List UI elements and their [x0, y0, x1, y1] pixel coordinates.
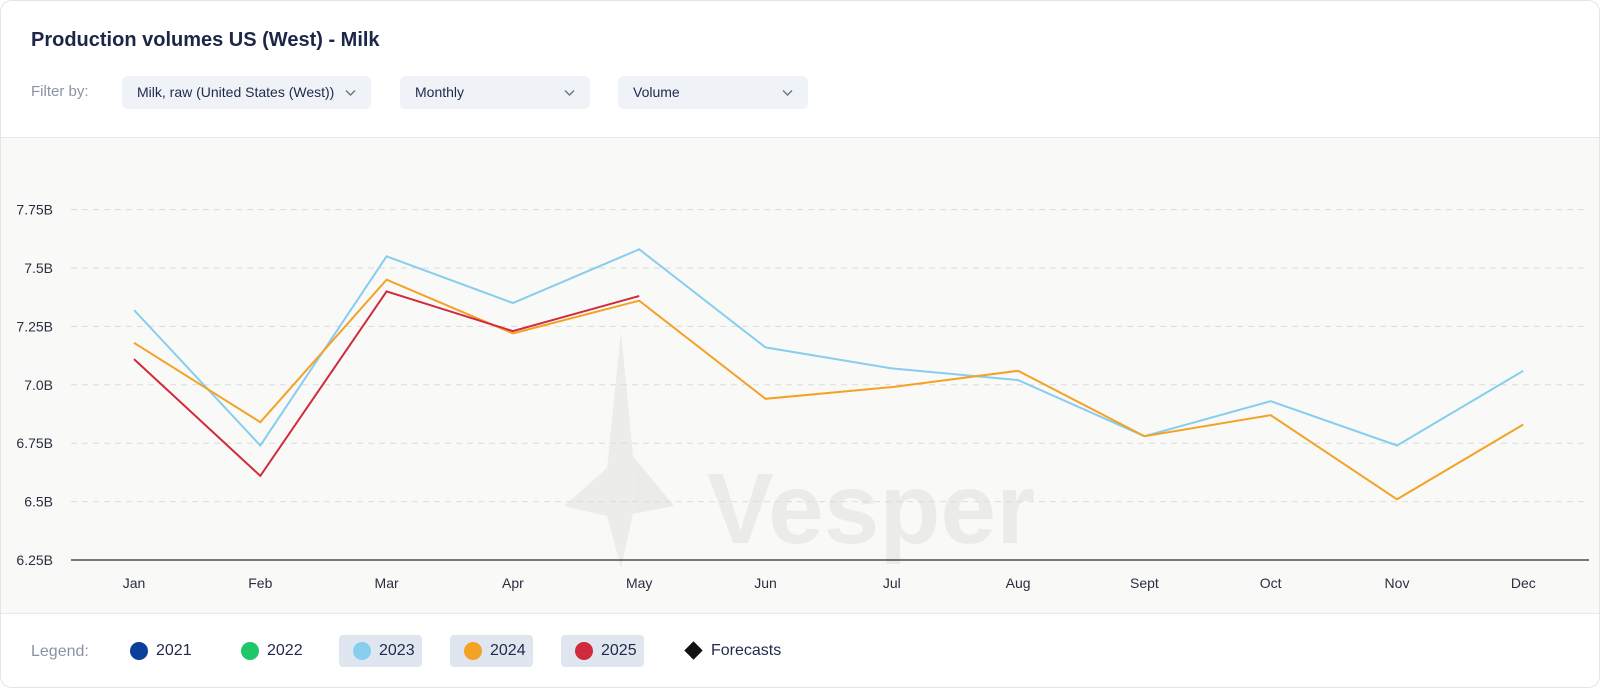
legend: Legend: 2021 2022 2023 2024 2025 Forecas…: [1, 615, 1599, 687]
legend-item-2024[interactable]: 2024: [450, 635, 533, 667]
x-tick-label: Feb: [248, 575, 272, 591]
legend-text-2024: 2024: [490, 642, 526, 659]
plot-area: Vesper 6.25B 6.5B 6.75B 7.0B 7.25B 7.5B 7.75B …: [1, 138, 1599, 614]
x-tick-label: May: [626, 575, 652, 591]
forecast-diamond-icon: [684, 641, 703, 660]
metric-select-value: Volume: [633, 84, 680, 100]
watermark: Vesper: [564, 331, 1035, 568]
x-tick-label: Aug: [1006, 575, 1031, 591]
legend-text-2025: 2025: [601, 642, 637, 659]
series-line-2024[interactable]: [133, 278, 1524, 501]
watermark-text: Vesper: [707, 453, 1035, 565]
legend-dot-2025: [575, 642, 593, 660]
legend-item-2022[interactable]: 2022: [227, 635, 312, 667]
x-tick-label: Jul: [883, 575, 901, 591]
series-line-2023[interactable]: [133, 248, 1524, 448]
legend-text-forecasts: Forecasts: [711, 642, 782, 659]
chevron-down-icon: [564, 90, 575, 96]
chevron-down-icon: [345, 90, 356, 96]
product-select[interactable]: Milk, raw (United States (West)): [122, 76, 371, 109]
legend-text-2023: 2023: [379, 642, 415, 659]
period-select-value: Monthly: [415, 84, 465, 100]
x-tick-label: Apr: [502, 575, 524, 591]
chevron-down-icon: [782, 90, 793, 96]
filter-label: Filter by:: [31, 83, 89, 100]
y-tick-label: 6.75B: [16, 435, 53, 451]
line-chart: Vesper 6.25B6.5B6.75B7.0B7.25B7.5B7.75B …: [16, 202, 1589, 591]
legend-label: Legend:: [31, 643, 89, 660]
x-tick-label: Dec: [1511, 575, 1536, 591]
series-line-2025[interactable]: [133, 290, 640, 478]
y-tick-label: 7.25B: [16, 318, 53, 334]
y-tick-label: 7.75B: [16, 202, 53, 218]
x-tick-label: Nov: [1385, 575, 1410, 591]
period-select[interactable]: Monthly: [400, 76, 590, 109]
product-select-value: Milk, raw (United States (West)): [137, 84, 335, 100]
x-tick-label: Sept: [1130, 575, 1159, 591]
x-tick-label: Mar: [375, 575, 399, 591]
legend-text-2021: 2021: [156, 642, 192, 659]
x-tick-label: Oct: [1260, 575, 1282, 591]
y-tick-label: 7.5B: [24, 260, 53, 276]
legend-item-2025[interactable]: 2025: [561, 635, 644, 667]
chart-title: Production volumes US (West) - Milk: [31, 29, 380, 51]
watermark-logo-icon: [564, 331, 674, 568]
legend-item-2021[interactable]: 2021: [116, 635, 201, 667]
y-tick-label: 6.5B: [24, 494, 53, 510]
metric-select[interactable]: Volume: [618, 76, 808, 109]
y-tick-label: 7.0B: [24, 377, 53, 393]
legend-item-forecasts[interactable]: Forecasts: [671, 635, 801, 667]
legend-text-2022: 2022: [267, 642, 303, 659]
legend-item-2023[interactable]: 2023: [339, 635, 422, 667]
chart-header: Production volumes US (West) - Milk Filt…: [1, 1, 1599, 138]
y-tick-label: 6.25B: [16, 552, 53, 568]
x-tick-label: Jan: [123, 575, 146, 591]
legend-dot-2021: [130, 642, 148, 660]
x-tick-label: Jun: [754, 575, 777, 591]
legend-dot-2024: [464, 642, 482, 660]
legend-dot-2022: [241, 642, 259, 660]
legend-dot-2023: [353, 642, 371, 660]
